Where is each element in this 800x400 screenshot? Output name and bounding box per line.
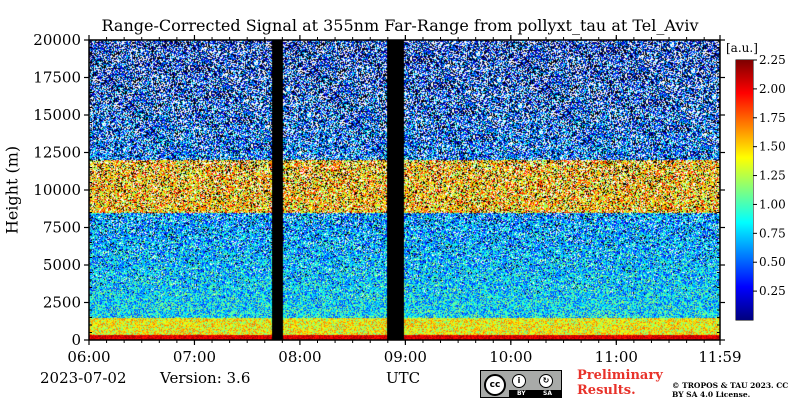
x-axis-label: UTC bbox=[386, 369, 421, 387]
plot-frame bbox=[88, 39, 721, 341]
colorbar-tick-label: 1.25 bbox=[759, 169, 786, 183]
y-tick-label: 20000 bbox=[33, 31, 81, 49]
colorbar-tick-label: 1.00 bbox=[759, 197, 786, 211]
cc-license-badge: cc i ↻ BY SA bbox=[480, 370, 562, 398]
license-strip: BY SA bbox=[509, 390, 561, 398]
by-label: BY bbox=[517, 390, 526, 397]
y-tick-label: 2500 bbox=[43, 294, 81, 312]
version-label: Version: 3.6 bbox=[160, 369, 251, 387]
share-alike-icon: ↻ bbox=[539, 374, 553, 388]
colorbar-tick-label: 0.25 bbox=[759, 284, 786, 298]
x-tick-label: 10:00 bbox=[489, 348, 532, 366]
y-tick-label: 5000 bbox=[43, 256, 81, 274]
x-tick-label: 09:00 bbox=[384, 348, 427, 366]
colorbar-tick-label: 0.75 bbox=[759, 226, 786, 240]
cc-icon: cc bbox=[484, 374, 506, 396]
colorbar-tick-label: 2.00 bbox=[759, 82, 786, 96]
y-tick-label: 12500 bbox=[33, 144, 81, 162]
colorbar-unit: [a.u.] bbox=[726, 41, 758, 55]
x-tick-label: 07:00 bbox=[173, 348, 216, 366]
colorbar-tick-label: 0.50 bbox=[759, 255, 786, 269]
colorbar-tick-label: 1.50 bbox=[759, 140, 786, 154]
colorbar-tick-label: 1.75 bbox=[759, 111, 786, 125]
colorbar-tick-label: 2.25 bbox=[759, 53, 786, 67]
y-tick-label: 15000 bbox=[33, 106, 81, 124]
lidar-heatmap bbox=[89, 40, 720, 340]
preliminary-notice: Preliminary Results. bbox=[577, 368, 663, 398]
y-tick-label: 10000 bbox=[33, 181, 81, 199]
y-tick-label: 7500 bbox=[43, 219, 81, 237]
chart-title: Range-Corrected Signal at 355nm Far-Rang… bbox=[101, 16, 699, 35]
x-tick-label: 11:00 bbox=[595, 348, 638, 366]
colorbar bbox=[736, 60, 753, 320]
sa-label: SA bbox=[543, 390, 552, 397]
x-tick-label: 11:59 bbox=[698, 348, 741, 366]
copyright-notice: © TROPOS & TAU 2023. CC BY SA 4.0 Licens… bbox=[672, 381, 789, 399]
x-tick-label: 06:00 bbox=[67, 348, 110, 366]
y-tick-label: 0 bbox=[71, 331, 81, 349]
x-tick-label: 08:00 bbox=[278, 348, 321, 366]
attribution-icon: i bbox=[512, 374, 526, 388]
y-tick-label: 17500 bbox=[33, 69, 81, 87]
y-axis-label: Height (m) bbox=[2, 145, 22, 235]
measurement-date: 2023-07-02 bbox=[40, 369, 127, 387]
